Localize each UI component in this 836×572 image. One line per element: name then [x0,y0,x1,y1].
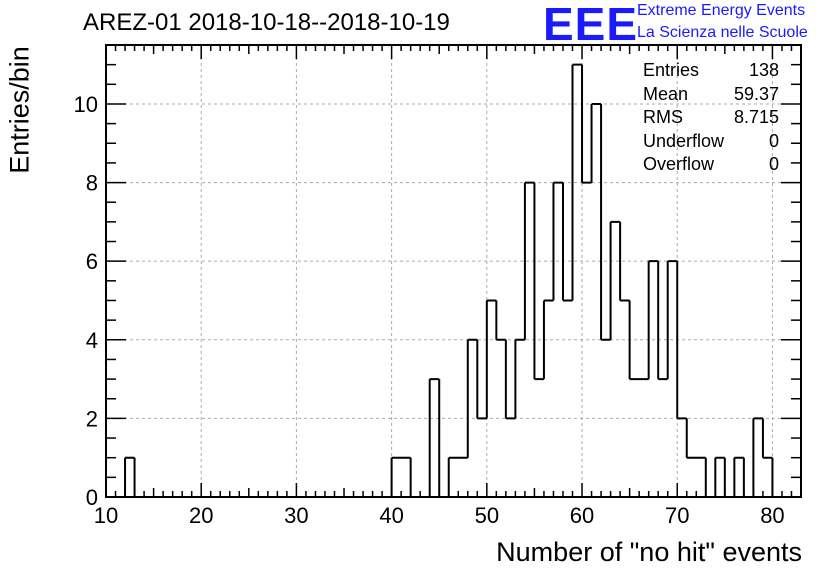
stat-value: 59.37 [733,83,779,104]
stat-value: 138 [748,60,779,80]
histogram-bin [563,300,573,497]
y-tick-label: 8 [86,171,98,196]
histogram-bin [477,418,487,497]
y-tick-label: 10 [74,92,98,117]
stat-value: 0 [768,154,779,174]
y-tick-label: 0 [86,485,98,510]
histogram-bin [449,458,459,497]
histogram-bin [430,379,440,497]
x-tick-label: 20 [189,503,213,528]
histogram-outline [124,63,774,497]
histogram-bin [649,261,659,497]
stat-value: 8.715 [733,107,779,127]
grid-lines [106,45,801,497]
stat-row-underflow: Underflow 0 [643,130,779,154]
x-tick-label: 80 [760,503,784,528]
histogram-bin [611,222,621,497]
histogram-bin [696,458,706,497]
histogram-bin [392,458,402,497]
histogram-bin [658,379,668,497]
histogram-bin [401,458,411,497]
histogram-bin [715,458,725,497]
eee-logo-mark: EEE [543,0,639,50]
chart-title: AREZ-01 2018-10-18--2018-10-19 [83,9,450,36]
histogram-bin [506,418,516,497]
histogram-bin [487,300,497,497]
y-tick-label: 4 [86,328,98,353]
stat-value: 0 [768,130,779,151]
histogram-series [124,63,774,497]
stat-row-mean: Mean 59.37 [643,83,779,107]
stat-label: Entries [643,60,700,80]
stat-row-rms: RMS 8.715 [643,106,779,130]
histogram-bin [639,379,649,497]
x-tick-label: 30 [284,503,308,528]
histogram-bin [544,300,554,497]
histogram-bin [687,458,697,497]
logo-line-2: La Scienza nelle Scuole [637,24,808,41]
stat-row-overflow: Overflow 0 [643,153,779,177]
histogram-bin [458,458,468,497]
stat-label: Underflow [643,130,725,151]
stats-box: Entries 138 Mean 59.37 RMS 8.715 Underfl… [643,59,779,177]
x-tick-label: 10 [94,503,118,528]
logo-line-1: Extreme Energy Events [637,2,806,19]
histogram-bin [677,418,687,497]
stat-label: Overflow [643,154,715,174]
y-axis-label: Entries/bin [4,46,35,174]
histogram-bin [668,261,678,497]
x-tick-label: 40 [379,503,403,528]
histogram-bin [592,104,602,497]
histogram-bin [534,379,544,497]
histogram-bin [620,300,630,497]
stat-label: Mean [643,83,689,104]
histogram-bin [753,418,763,497]
stat-label: RMS [643,107,683,127]
x-tick-label: 60 [570,503,594,528]
x-axis-label: Number of "no hit" events [496,537,802,567]
x-tick-label: 50 [475,503,499,528]
histogram-bin [573,65,583,497]
y-tick-label: 2 [86,406,98,431]
stat-row-entries: Entries 138 [643,59,779,83]
plot-frame [105,44,802,498]
histogram-bin [125,458,135,497]
axes: 10 20 30 40 50 60 70 80 0 2 4 6 8 10 [74,44,802,528]
histogram-bin [630,379,640,497]
y-tick-label: 6 [86,249,98,274]
histogram-bin [734,458,744,497]
x-tick-label: 70 [665,503,689,528]
histogram-bin [763,458,773,497]
